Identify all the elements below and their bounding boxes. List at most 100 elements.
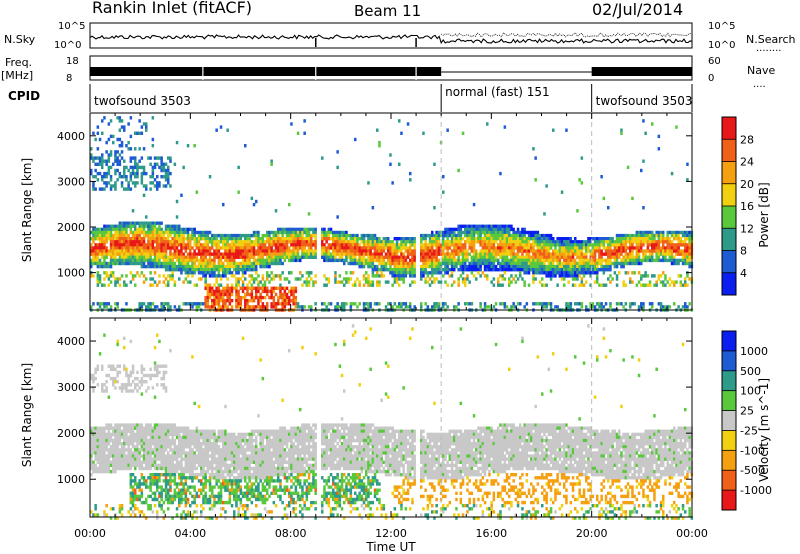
heatmap-cell	[153, 246, 157, 250]
heatmap-cell	[202, 246, 205, 250]
heatmap-cell	[116, 305, 119, 309]
heatmap-cell	[162, 243, 166, 247]
heatmap-cell	[114, 442, 117, 446]
heatmap-cell	[450, 261, 454, 266]
heatmap-cell	[406, 249, 410, 253]
heatmap-cell	[153, 237, 157, 241]
heatmap-cell	[472, 233, 476, 238]
heatmap-cell	[125, 175, 128, 179]
heatmap-cell	[340, 258, 344, 263]
heatmap-cell	[270, 286, 273, 290]
heatmap-cell	[131, 243, 135, 247]
heatmap-cell	[213, 305, 216, 309]
heatmap-cell	[490, 258, 493, 263]
heatmap-cell	[246, 252, 249, 256]
heatmap-cell	[266, 252, 269, 256]
heatmap-cell	[94, 243, 97, 247]
heatmap-cell	[404, 264, 408, 269]
heatmap-cell	[450, 268, 454, 272]
heatmap-cell	[142, 264, 146, 269]
heatmap-cell	[131, 504, 135, 508]
heatmap-cell	[224, 305, 227, 309]
heatmap-cell	[490, 227, 493, 232]
heatmap-cell	[453, 243, 456, 247]
heatmap-cell	[642, 119, 645, 123]
heatmap-cell	[184, 243, 188, 247]
heatmap-cell	[400, 240, 403, 244]
heatmap-cell	[103, 438, 106, 443]
heatmap-cell	[244, 264, 247, 269]
heatmap-cell	[217, 261, 221, 266]
heatmap-cell	[305, 230, 309, 235]
heatmap-cell	[435, 261, 438, 266]
heatmap-cell	[162, 264, 166, 269]
heatmap-cell	[532, 243, 535, 247]
heatmap-cell	[437, 246, 441, 250]
heatmap-cell	[580, 277, 584, 281]
heatmap-cell	[439, 261, 443, 266]
heatmap-cell	[662, 233, 665, 238]
heatmap-cell	[501, 224, 504, 228]
heatmap-cell	[486, 227, 489, 232]
heatmap-cell	[431, 261, 434, 266]
heatmap-cell	[134, 479, 137, 483]
heatmap-cell	[444, 227, 447, 232]
heatmap-cell	[673, 243, 676, 247]
heatmap-cell	[688, 264, 691, 269]
heatmap-cell	[567, 305, 570, 309]
heatmap-cell	[94, 451, 97, 455]
heatmap-cell	[422, 233, 425, 238]
heatmap-cell	[109, 271, 113, 275]
heatmap-cell	[142, 302, 146, 306]
heatmap-cell	[475, 268, 478, 272]
heatmap-cell	[565, 264, 568, 269]
heatmap-cell	[101, 432, 104, 437]
heatmap-cell	[446, 230, 449, 235]
heatmap-cell	[530, 255, 533, 259]
heatmap-cell	[371, 240, 375, 244]
heatmap-cell	[134, 376, 137, 381]
heatmap-cell	[413, 252, 416, 256]
heatmap-cell	[664, 249, 667, 253]
heatmap-cell	[109, 280, 113, 284]
heatmap-cell	[648, 252, 652, 256]
heatmap-cell	[107, 435, 111, 440]
heatmap-cell	[384, 264, 388, 269]
heatmap-cell	[92, 376, 95, 381]
heatmap-cell	[107, 165, 111, 170]
heatmap-cell	[272, 243, 276, 247]
heatmap-cell	[127, 426, 130, 430]
heatmap-cell	[428, 243, 432, 247]
heatmap-cell	[118, 460, 122, 464]
heatmap-cell	[648, 280, 652, 284]
heatmap-cell	[103, 333, 106, 337]
heatmap-cell	[92, 389, 95, 393]
heatmap-cell	[662, 271, 665, 275]
heatmap-cell	[587, 258, 590, 263]
heatmap-cell	[424, 246, 427, 250]
heatmap-cell	[457, 258, 460, 263]
heatmap-cell	[479, 261, 482, 266]
heatmap-cell	[369, 243, 372, 247]
heatmap-cell	[395, 243, 399, 247]
heatmap-cell	[151, 165, 155, 170]
heatmap-cell	[90, 442, 93, 446]
heatmap-cell	[338, 237, 342, 241]
heatmap-cell	[173, 283, 177, 287]
heatmap-cell	[129, 485, 133, 489]
heatmap-cell	[446, 252, 449, 256]
heatmap-cell	[277, 302, 280, 306]
heatmap-cell	[578, 246, 581, 250]
heatmap-cell	[109, 246, 113, 250]
heatmap-cell	[103, 159, 106, 163]
heatmap-cell	[101, 469, 104, 474]
heatmap-cell	[116, 137, 119, 142]
heatmap-cell	[118, 463, 122, 468]
heatmap-cell	[521, 252, 524, 256]
heatmap-cell	[186, 258, 190, 263]
heatmap-cell	[659, 252, 663, 256]
heatmap-cell	[466, 233, 469, 238]
heatmap-cell	[98, 463, 102, 468]
heatmap-cell	[101, 175, 104, 179]
heatmap-cell	[475, 227, 478, 232]
